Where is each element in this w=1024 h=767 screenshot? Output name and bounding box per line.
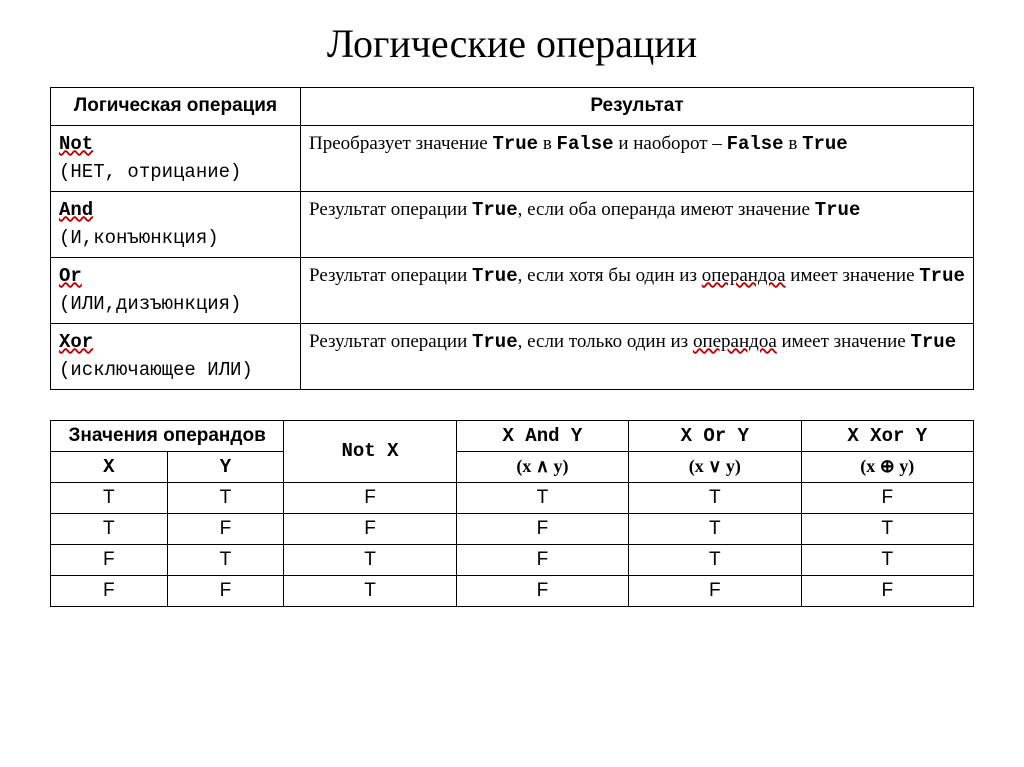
ops-row-and: And (И,конъюнкция) Результат операции Tr… bbox=[51, 191, 974, 257]
tt-row-1: T F F F T T bbox=[51, 513, 974, 544]
ops-header-operation: Логическая операция bbox=[51, 88, 301, 126]
tt-cell: F bbox=[284, 513, 456, 544]
op-name-xor: Xor bbox=[59, 331, 93, 353]
tt-row-3: F F T F F F bbox=[51, 575, 974, 606]
tt-notation-or: (x ∨ y) bbox=[629, 451, 801, 482]
op-desc-not: (НЕТ, отрицание) bbox=[59, 161, 241, 183]
tt-cell: T bbox=[284, 575, 456, 606]
tt-cell: F bbox=[629, 575, 801, 606]
tt-header-notx: Not X bbox=[284, 420, 456, 482]
tt-header-and: X And Y bbox=[456, 420, 628, 451]
tt-cell: F bbox=[51, 544, 168, 575]
tt-header-operands: Значения операндов bbox=[51, 420, 284, 451]
op-name-and: And bbox=[59, 199, 93, 221]
tt-notation-and: (x ∧ y) bbox=[456, 451, 628, 482]
tt-cell: T bbox=[629, 482, 801, 513]
tt-header-y: Y bbox=[167, 451, 284, 482]
tt-cell: T bbox=[51, 513, 168, 544]
ops-row-xor: Xor (исключающее ИЛИ) Результат операции… bbox=[51, 323, 974, 389]
tt-cell: F bbox=[801, 575, 973, 606]
tt-header-or: X Or Y bbox=[629, 420, 801, 451]
tt-cell: T bbox=[51, 482, 168, 513]
operations-table: Логическая операция Результат Not (НЕТ, … bbox=[50, 87, 974, 390]
tt-cell: T bbox=[801, 513, 973, 544]
tt-cell: T bbox=[167, 482, 284, 513]
op-desc-xor: (исключающее ИЛИ) bbox=[59, 359, 253, 381]
tt-cell: T bbox=[456, 482, 628, 513]
op-desc-and: (И,конъюнкция) bbox=[59, 227, 219, 249]
tt-cell: F bbox=[284, 482, 456, 513]
tt-cell: F bbox=[456, 544, 628, 575]
tt-row-2: F T T F T T bbox=[51, 544, 974, 575]
ops-row-or: Or (ИЛИ,дизъюнкция) Результат операции T… bbox=[51, 257, 974, 323]
ops-header-result: Результат bbox=[301, 88, 974, 126]
tt-cell: T bbox=[629, 544, 801, 575]
truth-table: Значения операндов Not X X And Y X Or Y … bbox=[50, 420, 974, 607]
op-result-not: Преобразует значение True в False и наоб… bbox=[301, 125, 974, 191]
tt-cell: F bbox=[167, 513, 284, 544]
tt-cell: T bbox=[629, 513, 801, 544]
tt-header-x: X bbox=[51, 451, 168, 482]
tt-row-0: T T F T T F bbox=[51, 482, 974, 513]
ops-row-not: Not (НЕТ, отрицание) Преобразует значени… bbox=[51, 125, 974, 191]
tt-notation-xor: (x ⊕ y) bbox=[801, 451, 973, 482]
op-result-xor: Результат операции True, если только оди… bbox=[301, 323, 974, 389]
tt-cell: T bbox=[284, 544, 456, 575]
tt-cell: T bbox=[801, 544, 973, 575]
op-name-not: Not bbox=[59, 133, 93, 155]
tt-cell: F bbox=[456, 513, 628, 544]
tt-cell: T bbox=[167, 544, 284, 575]
op-result-or: Результат операции True, если хотя бы од… bbox=[301, 257, 974, 323]
tt-cell: F bbox=[167, 575, 284, 606]
op-result-and: Результат операции True, если оба операн… bbox=[301, 191, 974, 257]
tt-cell: F bbox=[51, 575, 168, 606]
tt-cell: F bbox=[456, 575, 628, 606]
page-title: Логические операции bbox=[50, 20, 974, 67]
op-name-or: Or bbox=[59, 265, 82, 287]
op-desc-or: (ИЛИ,дизъюнкция) bbox=[59, 293, 241, 315]
tt-header-xor: X Xor Y bbox=[801, 420, 973, 451]
tt-cell: F bbox=[801, 482, 973, 513]
